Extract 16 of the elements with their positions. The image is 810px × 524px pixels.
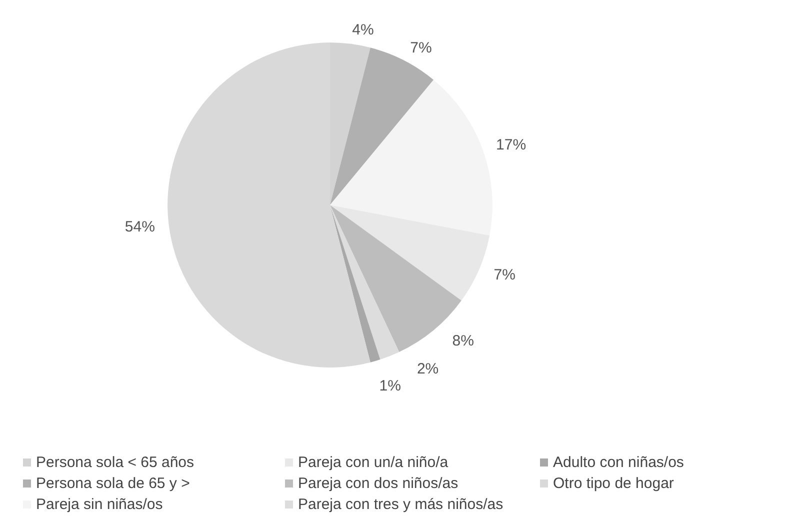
data-label: 2% — [416, 360, 439, 378]
legend-label: Adulto con niñas/os — [553, 454, 684, 471]
legend-label: Persona sola de 65 y > — [36, 475, 190, 492]
data-label: 7% — [410, 39, 432, 56]
legend-label: Pareja con un/a niño/a — [298, 454, 449, 471]
data-label: 4% — [352, 21, 374, 38]
legend-label: Pareja sin niñas/os — [36, 496, 163, 513]
data-label: 1% — [379, 378, 401, 395]
data-label: 7% — [494, 266, 516, 284]
legend-label: Otro tipo de hogar — [553, 475, 674, 492]
data-label: 8% — [452, 332, 474, 350]
data-label: 54% — [124, 218, 155, 236]
legend-label: Pareja con tres y más niños/as — [298, 496, 504, 513]
legend-label: Pareja con dos niños/as — [298, 475, 458, 492]
data-label: 17% — [496, 136, 526, 154]
legend-label: Persona sola < 65 años — [36, 454, 194, 471]
